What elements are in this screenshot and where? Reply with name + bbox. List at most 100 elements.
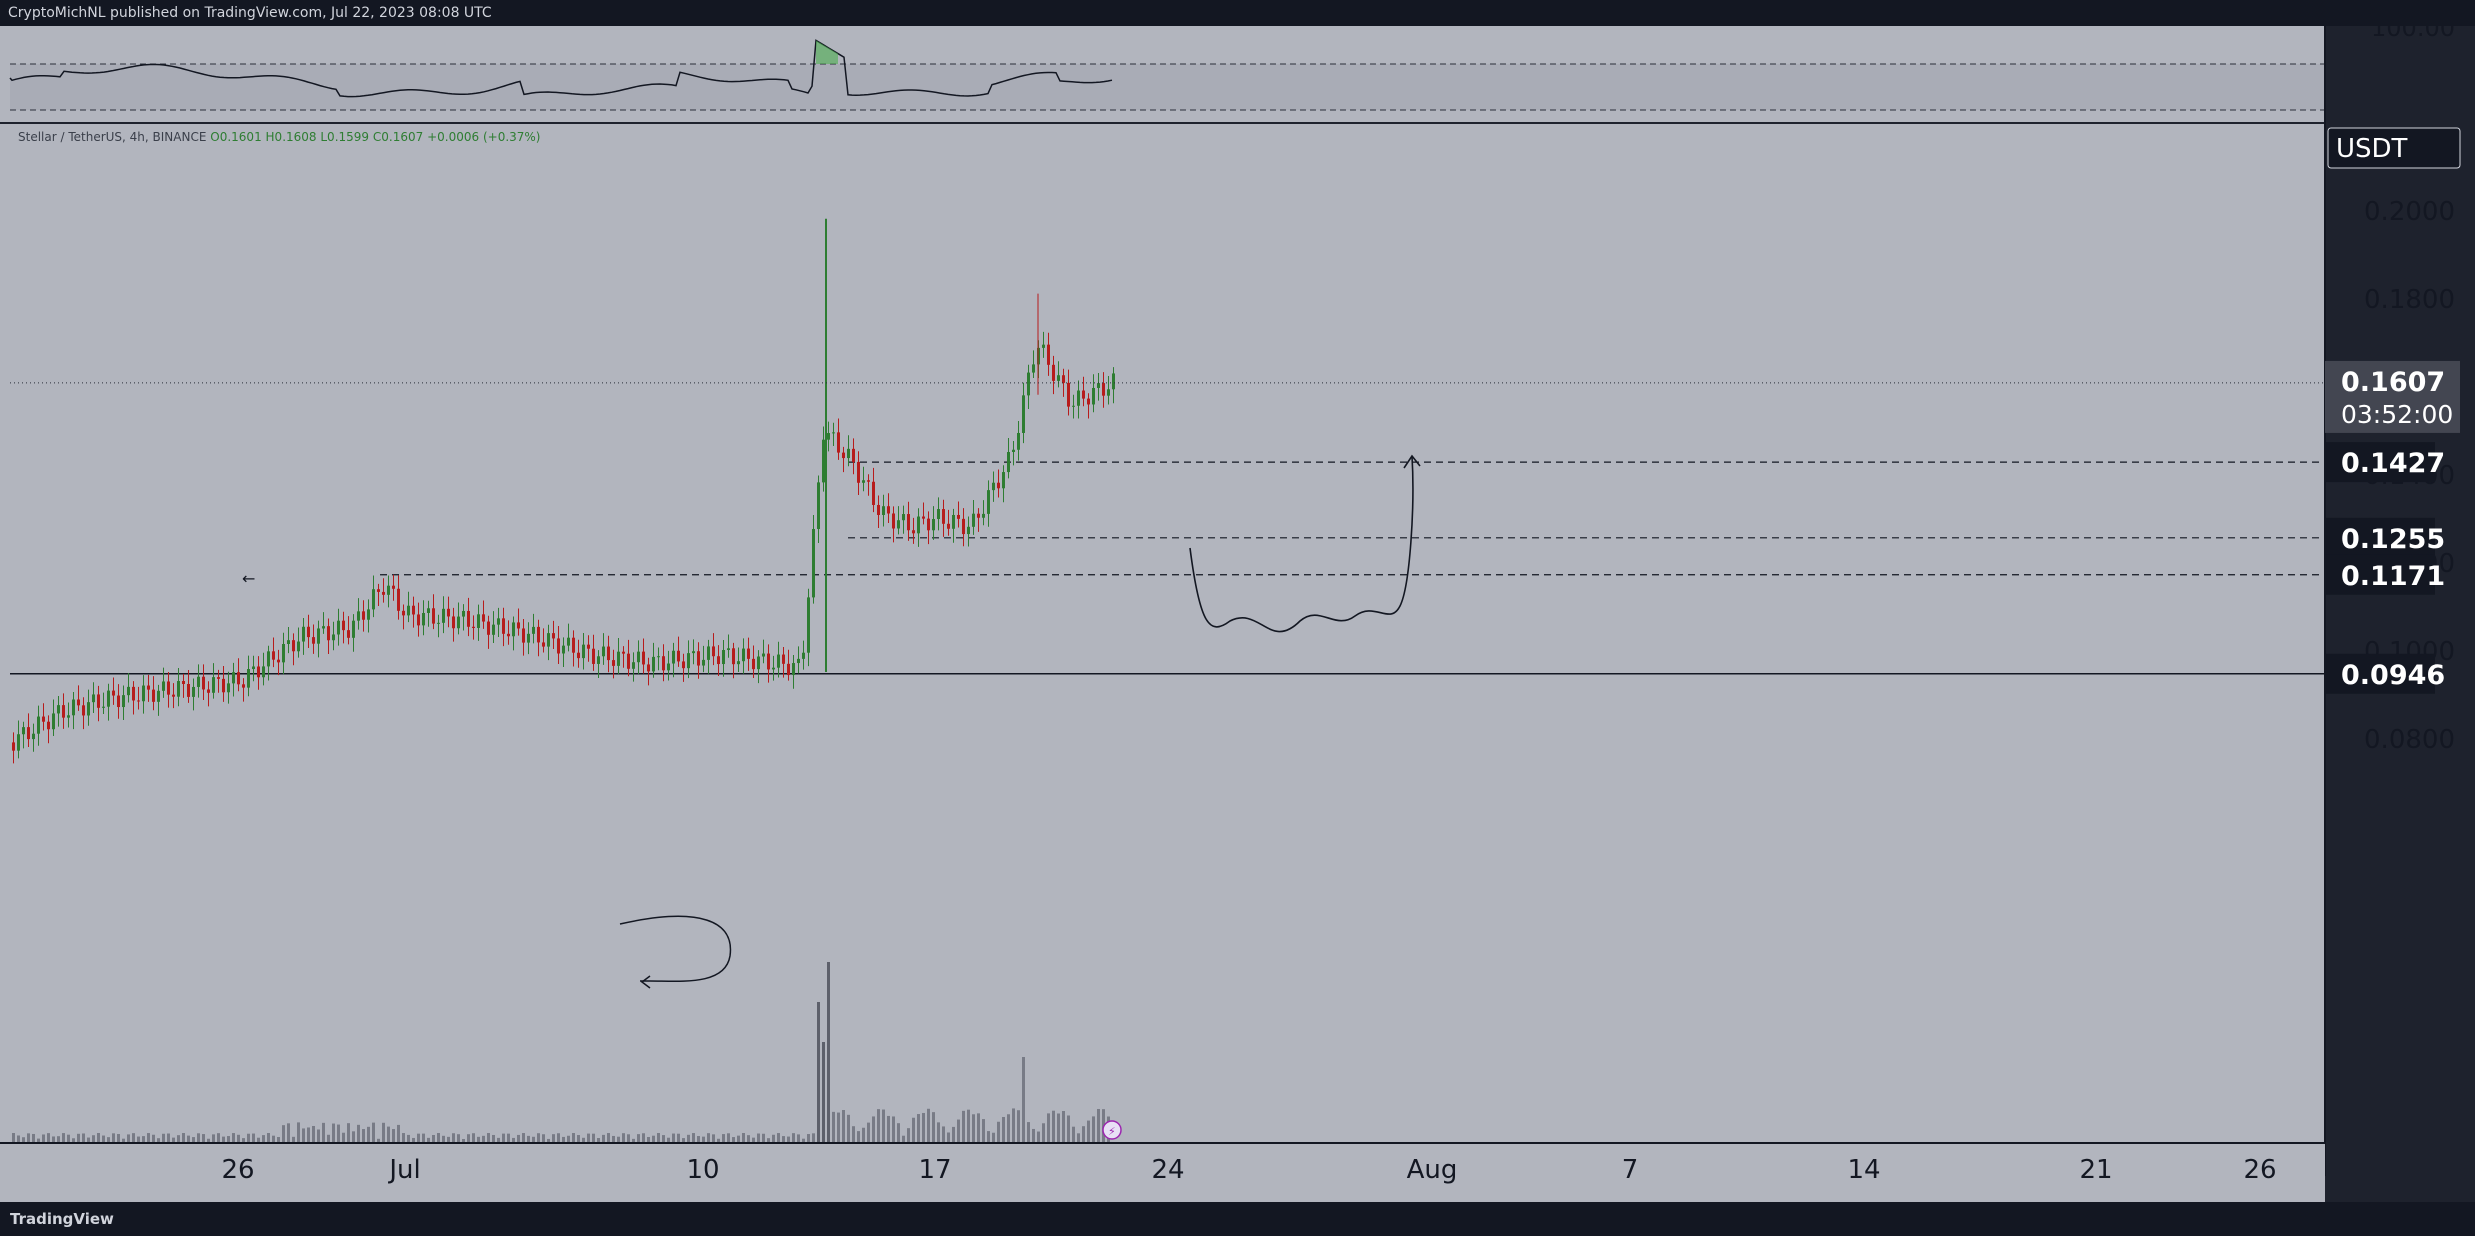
volume-bar	[647, 1136, 650, 1142]
publisher-line: CryptoMichNL published on TradingView.co…	[8, 5, 492, 21]
candle-body	[1047, 344, 1050, 365]
candle-body	[347, 630, 350, 638]
volume-bar	[347, 1123, 350, 1142]
candle-body	[522, 628, 525, 643]
volume-bar	[577, 1135, 580, 1142]
volume-bar	[12, 1133, 15, 1142]
volume-bar	[422, 1133, 425, 1142]
candle-body	[947, 523, 950, 529]
candle-body	[772, 667, 775, 670]
volume-bar	[62, 1133, 65, 1142]
volume-bar	[117, 1134, 120, 1142]
candle-body	[752, 658, 755, 670]
volume-bar	[537, 1133, 540, 1142]
volume-bar	[1077, 1133, 1080, 1142]
candle-body	[777, 654, 780, 668]
candle-body	[47, 721, 50, 730]
volume-bar	[107, 1137, 110, 1142]
volume-bar	[132, 1133, 135, 1142]
volume-bar	[707, 1133, 710, 1142]
volume-bar	[32, 1133, 35, 1142]
candle-body	[722, 650, 725, 665]
volume-bar	[702, 1136, 705, 1142]
candle-body	[647, 664, 650, 672]
candle-body	[1012, 449, 1015, 453]
volume-bar	[737, 1135, 740, 1142]
volume-bar	[962, 1110, 965, 1142]
candle-body	[1062, 375, 1065, 383]
volume-bar	[147, 1133, 150, 1142]
x-tick-label: 26	[221, 1155, 254, 1185]
candle-body	[692, 651, 695, 654]
volume-bar	[407, 1134, 410, 1142]
candle-body	[582, 644, 585, 659]
candle-body	[377, 589, 380, 592]
candle-body	[907, 514, 910, 531]
candle-body	[107, 690, 110, 707]
candle-body	[797, 658, 800, 664]
lightning-icon[interactable]	[1102, 1120, 1122, 1140]
volume-bar	[487, 1133, 490, 1142]
volume-bar	[467, 1134, 470, 1142]
volume-bar	[202, 1134, 205, 1142]
volume-bar	[382, 1122, 385, 1142]
candle-body	[1057, 375, 1060, 381]
volume-bar	[432, 1134, 435, 1142]
volume-bar	[232, 1133, 235, 1142]
currency-badge[interactable]	[2327, 127, 2461, 169]
volume-bar	[917, 1114, 920, 1142]
volume-bar	[667, 1137, 670, 1142]
volume-bar	[712, 1134, 715, 1142]
volume-bar	[27, 1133, 30, 1142]
y-tick-label: 0.1800	[2364, 285, 2455, 315]
legend-low: L0.1599	[320, 130, 370, 144]
tradingview-logo[interactable]: TradingView	[10, 1210, 114, 1228]
volume-bar	[47, 1133, 50, 1142]
volume-bar	[157, 1138, 160, 1142]
volume-bar	[272, 1135, 275, 1142]
x-axis-ticks: 26 Jul 10 17 24 Aug 7 14 21 26	[221, 1155, 2276, 1185]
volume-bar	[912, 1117, 915, 1142]
volume-bar	[222, 1136, 225, 1142]
candle-body	[142, 685, 145, 702]
candle-body	[22, 727, 25, 735]
volume-bar	[642, 1133, 645, 1142]
volume-bar	[557, 1133, 560, 1142]
consolidation-circle-drawing[interactable]	[619, 915, 732, 983]
volume-bar	[937, 1122, 940, 1142]
volume-bar	[902, 1135, 905, 1142]
volume-bar	[122, 1138, 125, 1142]
candle-body	[357, 611, 360, 621]
candle-body	[127, 686, 130, 696]
candle-body	[342, 620, 345, 631]
candle-body	[1082, 390, 1085, 399]
projection-path-drawing[interactable]	[1189, 455, 1414, 633]
candle-body	[747, 648, 750, 659]
candle-body	[982, 513, 985, 518]
candle-body	[457, 616, 460, 629]
candle-body	[552, 633, 555, 639]
candle-body	[942, 509, 945, 524]
volume-bar	[872, 1116, 875, 1142]
candle-body	[697, 651, 700, 666]
candle-body	[627, 653, 630, 669]
volume-bar	[242, 1138, 245, 1142]
candle-body	[372, 589, 375, 610]
candle-body	[842, 452, 845, 459]
candle-body	[1072, 405, 1075, 407]
candle-body	[662, 656, 665, 671]
candle-body	[292, 640, 295, 652]
volume-bar	[472, 1133, 475, 1142]
volume-bar	[997, 1121, 1000, 1142]
volume-bar	[362, 1129, 365, 1142]
candle-body	[652, 656, 655, 672]
candle-body	[712, 646, 715, 657]
volume-bar	[357, 1124, 360, 1142]
volume-bar	[482, 1135, 485, 1142]
volume-bar	[892, 1116, 895, 1142]
candle-body	[807, 597, 810, 653]
price-chart[interactable]: 100.00 USDT 0.20000.18000.16000.14000.12…	[0, 26, 2475, 1202]
candle-body	[1077, 390, 1080, 406]
volume-bar	[237, 1134, 240, 1142]
volume-bar	[877, 1109, 880, 1142]
